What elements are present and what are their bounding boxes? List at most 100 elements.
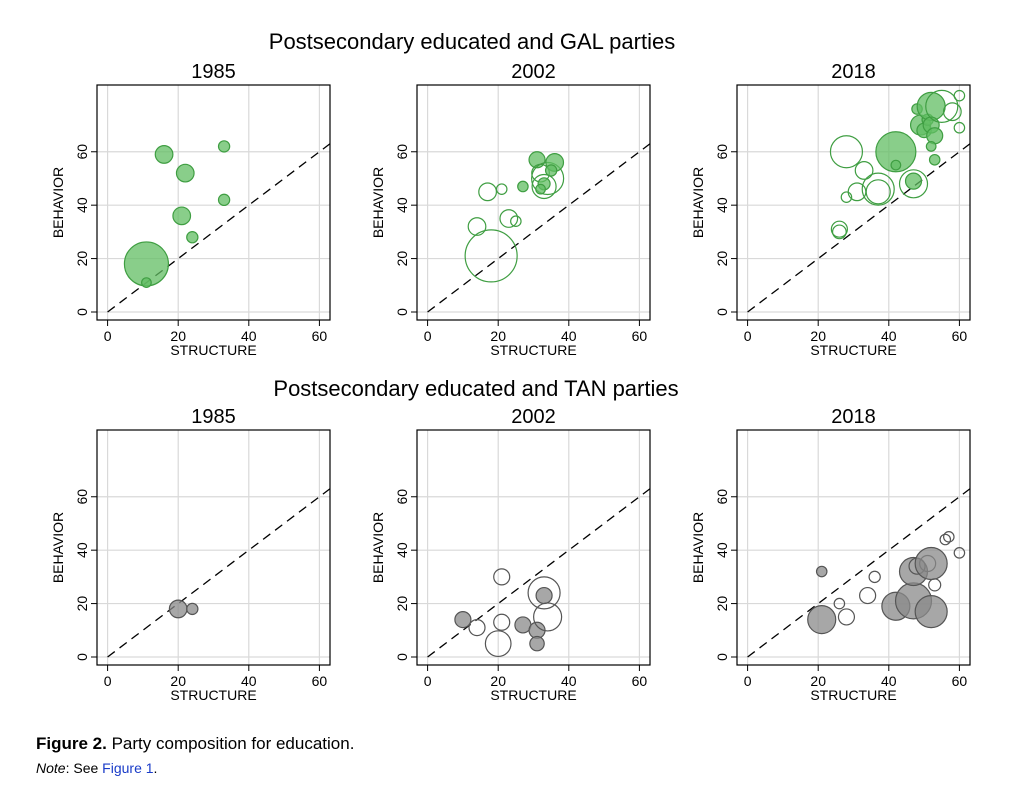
x-axis-title: STRUCTURE <box>810 342 896 358</box>
y-axis-title: BEHAVIOR <box>50 512 66 583</box>
data-point <box>495 183 508 195</box>
plot-frame <box>416 84 651 321</box>
panel-2: 2002 0 20 40 60 0 20 40 60 STRUCTURE BEHAVIOR <box>370 61 651 358</box>
data-point <box>464 229 518 283</box>
y-axis-title: BEHAVIOR <box>690 512 706 583</box>
x-tick-label: 40 <box>241 328 257 344</box>
panel-1: 1985 0 20 40 60 0 20 40 60 STRUCTURE BEHAVIOR <box>50 61 331 358</box>
data-point <box>454 611 472 629</box>
reference-line <box>107 143 331 313</box>
data-point <box>939 533 952 546</box>
data-point <box>468 619 486 637</box>
x-tick-label: 60 <box>952 673 968 689</box>
y-tick-label: 20 <box>394 596 410 612</box>
y-tick-label: 0 <box>74 308 90 316</box>
x-tick-label: 20 <box>490 673 506 689</box>
plot-frame <box>736 84 971 321</box>
plot-frame <box>96 429 331 666</box>
x-tick-label: 60 <box>632 673 648 689</box>
y-tick-label: 40 <box>394 542 410 558</box>
panel-title: 2018 <box>831 406 876 428</box>
y-tick-label: 0 <box>394 308 410 316</box>
data-point <box>916 91 946 121</box>
panel-title: 2002 <box>511 61 556 83</box>
y-tick-label: 40 <box>74 197 90 213</box>
y-tick-label: 0 <box>394 653 410 661</box>
data-point <box>535 183 546 195</box>
data-point <box>914 594 948 629</box>
reference-line <box>747 143 971 313</box>
panel-title: 1985 <box>191 61 236 83</box>
data-point <box>484 630 512 658</box>
y-axis-title: BEHAVIOR <box>370 512 386 583</box>
y-tick-label: 20 <box>714 596 730 612</box>
reference-line <box>427 488 651 658</box>
data-point <box>953 547 966 559</box>
data-point <box>833 597 846 610</box>
x-tick-label: 40 <box>881 328 897 344</box>
data-point <box>953 89 966 102</box>
x-axis-title: STRUCTURE <box>170 342 256 358</box>
data-point <box>168 599 188 619</box>
y-tick-label: 40 <box>714 197 730 213</box>
x-tick-label: 20 <box>810 328 826 344</box>
data-point <box>829 135 864 169</box>
x-tick-label: 40 <box>881 673 897 689</box>
data-point <box>868 570 881 584</box>
data-point <box>815 565 828 578</box>
y-tick-label: 60 <box>74 489 90 505</box>
y-tick-label: 20 <box>394 251 410 267</box>
data-point <box>953 121 966 134</box>
x-axis-title: STRUCTURE <box>170 687 256 703</box>
plot-frame <box>96 84 331 321</box>
x-tick-label: 0 <box>104 673 112 689</box>
x-axis-title: STRUCTURE <box>810 687 896 703</box>
caption-text: Party composition for education. <box>106 734 355 753</box>
panel-3: 2018 0 20 40 60 0 20 40 60 STRUCTURE BEHAVIOR <box>690 61 971 358</box>
data-point <box>531 173 557 200</box>
figure-caption: Figure 2. Party composition for educatio… <box>36 733 996 778</box>
y-tick-label: 0 <box>714 653 730 661</box>
data-point <box>499 209 519 228</box>
data-point <box>186 231 199 244</box>
data-point <box>493 568 511 586</box>
y-tick-label: 60 <box>74 144 90 160</box>
y-tick-label: 0 <box>714 308 730 316</box>
x-tick-label: 0 <box>424 673 432 689</box>
y-tick-label: 40 <box>74 542 90 558</box>
data-point <box>861 172 895 206</box>
data-point <box>529 635 545 652</box>
data-point <box>175 163 195 183</box>
data-point <box>840 191 853 203</box>
panel-4: 1985 0 20 40 60 0 20 40 60 STRUCTURE BEHAVIOR <box>50 406 331 703</box>
figure: Postsecondary educated and GAL parties P… <box>50 29 971 703</box>
y-tick-label: 40 <box>394 197 410 213</box>
y-axis-title: BEHAVIOR <box>690 167 706 238</box>
data-point <box>914 546 948 581</box>
y-tick-label: 60 <box>714 144 730 160</box>
data-point <box>544 164 558 177</box>
panel-5: 2002 0 20 40 60 0 20 40 60 STRUCTURE BEHAVIOR <box>370 406 651 703</box>
x-tick-label: 40 <box>561 673 577 689</box>
note-separator: : See <box>65 760 103 776</box>
figure-1-link[interactable]: Figure 1 <box>102 760 154 776</box>
y-axis-title: BEHAVIOR <box>50 167 66 238</box>
reference-line <box>107 488 331 658</box>
y-axis-title: BEHAVIOR <box>370 167 386 238</box>
plot-frame <box>416 429 651 666</box>
data-point <box>527 576 561 610</box>
note-label: Note <box>36 760 66 776</box>
x-tick-label: 40 <box>561 328 577 344</box>
data-point <box>510 215 522 227</box>
x-tick-label: 60 <box>312 673 328 689</box>
data-point <box>925 89 959 123</box>
x-tick-label: 60 <box>312 328 328 344</box>
data-point <box>154 145 174 164</box>
caption-label: Figure 2. <box>36 734 107 753</box>
x-axis-title: STRUCTURE <box>490 342 576 358</box>
data-point <box>807 605 837 635</box>
data-point <box>854 161 874 180</box>
data-point <box>890 159 902 171</box>
data-point <box>217 193 231 207</box>
data-point <box>943 531 955 543</box>
